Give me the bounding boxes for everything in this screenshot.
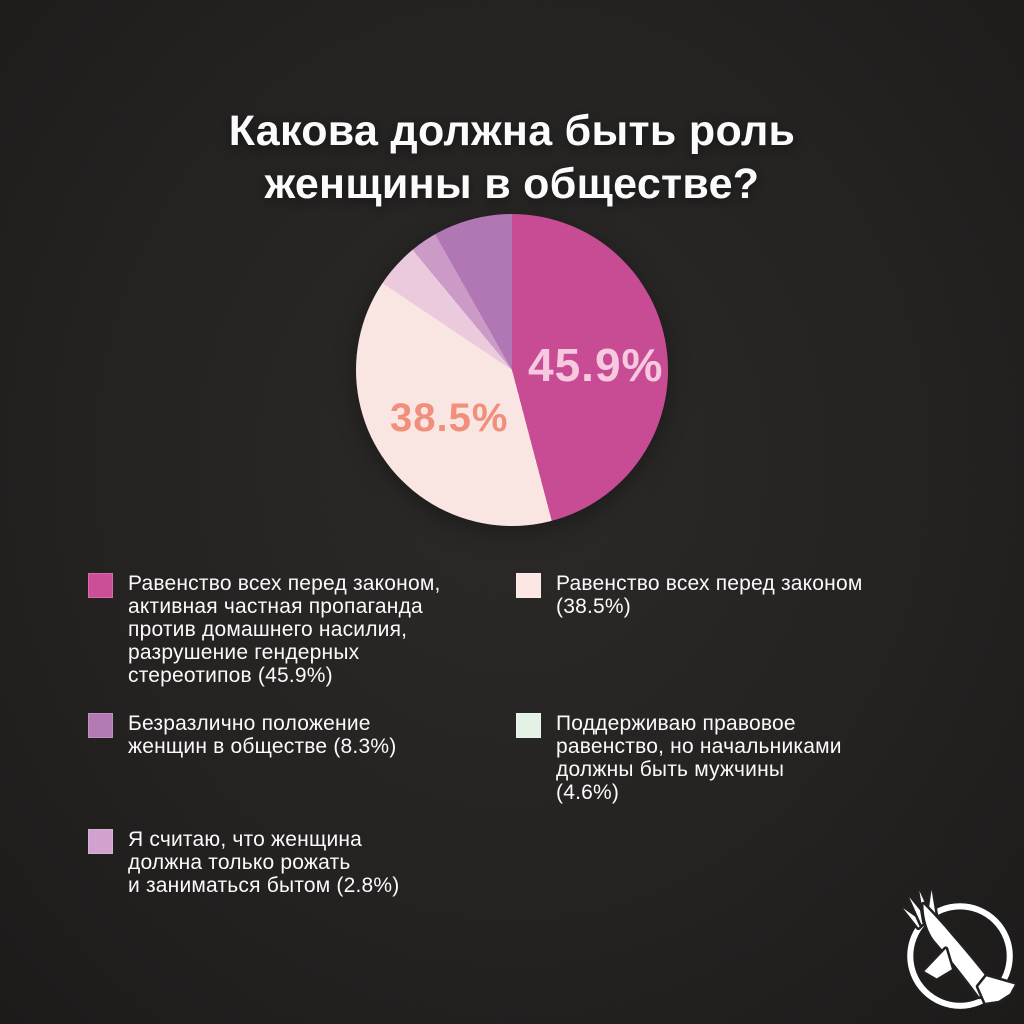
pie-slice-value-label-45.9: 45.9%: [528, 339, 664, 391]
legend-label: Равенство всех перед законом, активная ч…: [128, 572, 441, 687]
legend-item-childbirth-household: Я считаю, что женщина должна только рожа…: [88, 828, 488, 897]
legend-item-legal-equality-male-bosses: Поддерживаю правовое равенство, но начал…: [516, 712, 936, 804]
legend-item-equality-law: Равенство всех перед законом (38.5%): [516, 572, 936, 618]
legend-label: Равенство всех перед законом (38.5%): [556, 572, 863, 618]
pie-chart: [356, 214, 668, 526]
legend-item-equality-full: Равенство всех перед законом, активная ч…: [88, 572, 488, 687]
legend-item-indifferent: Безразлично положение женщин в обществе …: [88, 712, 488, 758]
legend-label: Я считаю, что женщина должна только рожа…: [128, 828, 400, 897]
pie-slice-value-label-38.5: 38.5%: [390, 396, 509, 440]
legend-swatch-lilac: [88, 829, 113, 854]
legend-label: Безразлично положение женщин в обществе …: [128, 712, 397, 758]
legend-swatch-mint: [516, 713, 541, 738]
legend-swatch-magenta: [88, 573, 113, 598]
bird-logo-icon: [900, 888, 1018, 1009]
legend-swatch-purple: [88, 713, 113, 738]
legend-swatch-cream: [516, 573, 541, 598]
legend-label: Поддерживаю правовое равенство, но начал…: [556, 712, 842, 804]
page-title: Какова должна быть роль женщины в общест…: [228, 106, 796, 209]
